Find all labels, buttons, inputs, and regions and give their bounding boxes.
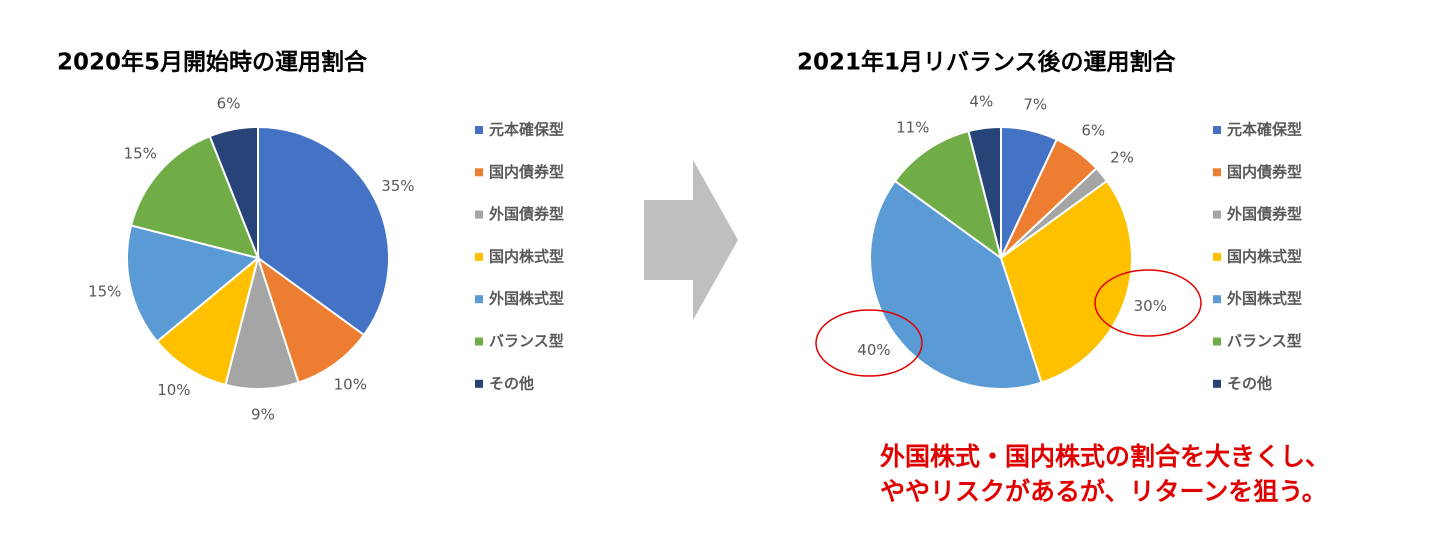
legend-swatch [475, 295, 483, 304]
legend-label: その他 [489, 374, 534, 392]
pie-slice [208, 125, 259, 259]
data-label: 35% [381, 177, 414, 195]
highlight-circle [1094, 269, 1202, 337]
legend-label: 国内株式型 [489, 247, 564, 265]
pie-slice [999, 179, 1133, 384]
data-label: 10% [334, 376, 367, 394]
charts: 35%10%9%10%15%15%6%元本確保型国内債券型外国債券型国内株式型外… [88, 93, 1302, 424]
legend-swatch [475, 379, 483, 388]
legend-swatch [1213, 337, 1221, 346]
legend-label: 外国株式型 [1226, 290, 1302, 308]
data-label: 10% [157, 381, 190, 399]
legend-swatch [1213, 252, 1221, 261]
legend-swatch [1213, 210, 1221, 219]
pie-slice [967, 125, 1002, 259]
data-label: 30% [1134, 297, 1167, 315]
legend-label: 外国債券型 [1226, 205, 1302, 223]
annotation: 外国株式・国内株式の割合を大きくし、 [880, 442, 1330, 471]
legend-label: その他 [1227, 374, 1272, 392]
highlight-circle [815, 309, 923, 377]
pie-slice [257, 125, 390, 337]
legend-swatch [475, 210, 483, 219]
legend-label: 国内債券型 [489, 163, 564, 181]
legend-swatch [475, 337, 483, 346]
legend-label: 国内株式型 [1227, 247, 1302, 265]
pie-slice [126, 224, 261, 343]
data-label: 6% [217, 94, 241, 112]
legend-label: バランス型 [1227, 332, 1302, 350]
pie-slice [155, 255, 260, 387]
legend-label: 元本確保型 [1227, 121, 1302, 139]
legend-label: バランス型 [489, 332, 564, 350]
legend-swatch [1213, 379, 1221, 388]
legend-swatch [1213, 168, 1221, 177]
data-label: 4% [969, 93, 993, 111]
legend-swatch [475, 252, 483, 261]
legend-label: 国内債券型 [1227, 163, 1302, 181]
legend-swatch [475, 168, 483, 177]
chart-title: 2021年1月リバランス後の運用割合 [797, 49, 1177, 76]
legend-label: 外国債券型 [488, 205, 564, 223]
pie-slice [869, 179, 1043, 390]
legend-swatch [1213, 126, 1221, 134]
data-label: 6% [1081, 121, 1105, 139]
legend-label: 元本確保型 [489, 121, 564, 139]
data-label: 40% [857, 341, 890, 359]
data-label: 15% [124, 145, 157, 163]
legend-swatch [475, 126, 483, 134]
legend-label: 外国株式型 [488, 290, 564, 308]
data-label: 11% [896, 119, 929, 137]
data-label: 2% [1110, 148, 1134, 166]
pie-slice [129, 134, 260, 260]
pie-slice [893, 129, 1003, 261]
data-label: 9% [251, 405, 275, 423]
annotation: ややリスクがあるが、リターンを狙う。 [880, 477, 1327, 506]
data-label: 15% [88, 283, 121, 301]
data-label: 7% [1023, 95, 1047, 113]
chart-title: 2020年5月開始時の運用割合 [57, 49, 368, 76]
arrow [644, 160, 738, 320]
legend-swatch [1213, 295, 1221, 304]
pie-slice [256, 255, 366, 384]
